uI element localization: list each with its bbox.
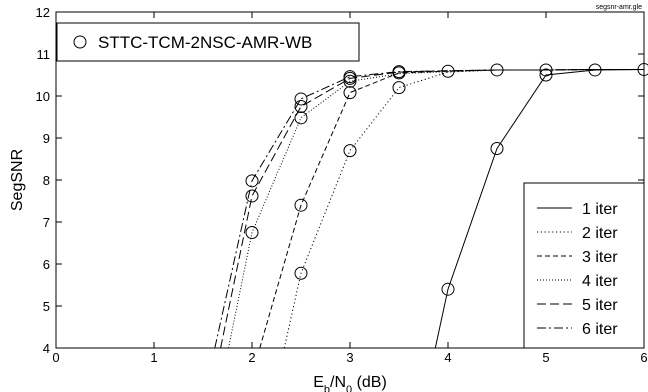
y-tick-label-4: 8 [43, 173, 50, 188]
y-tick-label-0: 4 [43, 341, 50, 356]
data-point [245, 189, 259, 203]
data-point [588, 63, 602, 77]
data-point [343, 74, 357, 88]
data-point [539, 63, 553, 77]
data-point [343, 144, 357, 158]
data-point [294, 92, 308, 106]
x-tick-label-6: 6 [640, 350, 647, 365]
data-point [294, 266, 308, 280]
y-tick-label-8: 12 [36, 5, 50, 20]
series-line-6 [214, 69, 644, 349]
x-tick-label-1: 1 [150, 350, 157, 365]
x-tick-label-5: 5 [542, 350, 549, 365]
legend-label-2: 2 iter [582, 225, 618, 242]
x-axis-label: Eb/N0 (dB) [313, 374, 387, 392]
corner-note: segsnr-amr.gle [596, 4, 642, 11]
data-point [490, 142, 504, 155]
plot-frame [55, 11, 645, 349]
y-tick-label-3: 7 [43, 215, 50, 230]
data-point [392, 66, 406, 80]
legend-label-1: 1 iter [582, 201, 618, 218]
series-line-4 [228, 69, 644, 349]
y-tick-label-5: 9 [43, 131, 50, 146]
data-point [441, 64, 455, 78]
data-point [294, 100, 308, 113]
y-tick-label-6: 10 [36, 89, 50, 104]
x-tick-label-3: 3 [346, 350, 353, 365]
legend-label-6: 6 iter [582, 321, 618, 338]
marker-legend: STTC-TCM-2NSC-AMR-WB [56, 22, 360, 62]
x-label-sub-b: b [324, 384, 330, 392]
legend-label-5: 5 iter [582, 297, 618, 314]
marker-legend-symbol [73, 35, 87, 49]
data-point [539, 68, 553, 82]
series-line-5 [220, 69, 644, 349]
data-point [343, 71, 357, 85]
legend-label-3: 3 iter [582, 249, 618, 266]
series-lines [214, 69, 645, 349]
x-tick-label-0: 0 [52, 350, 59, 365]
y-tick-label-2: 6 [43, 257, 50, 272]
data-point [245, 226, 259, 239]
y-axis-label: SegSNR [9, 149, 26, 211]
data-point [294, 198, 308, 212]
legend-label-4: 4 iter [582, 273, 618, 290]
y-tick-label-7: 11 [37, 47, 51, 62]
y-tick-label-1: 5 [43, 299, 50, 314]
x-label-sub-0: 0 [346, 384, 352, 392]
x-label-unit: (dB) [352, 374, 387, 391]
data-point [441, 282, 455, 296]
marker-legend-label: STTC-TCM-2NSC-AMR-WB [98, 33, 312, 52]
data-point [343, 86, 357, 100]
data-point [490, 63, 504, 77]
x-tick-label-2: 2 [248, 350, 255, 365]
data-point [294, 111, 308, 125]
series-legend-box [523, 182, 645, 349]
data-point [245, 174, 259, 188]
marker-legend-box [56, 22, 360, 62]
x-label-e: E [313, 374, 324, 391]
data-point [392, 81, 406, 95]
x-label-n: /N [330, 374, 346, 391]
x-tick-label-4: 4 [444, 350, 451, 365]
series-legend: 1 iter 2 iter 3 iter 4 iter 5 iter 6 iter [523, 182, 645, 349]
